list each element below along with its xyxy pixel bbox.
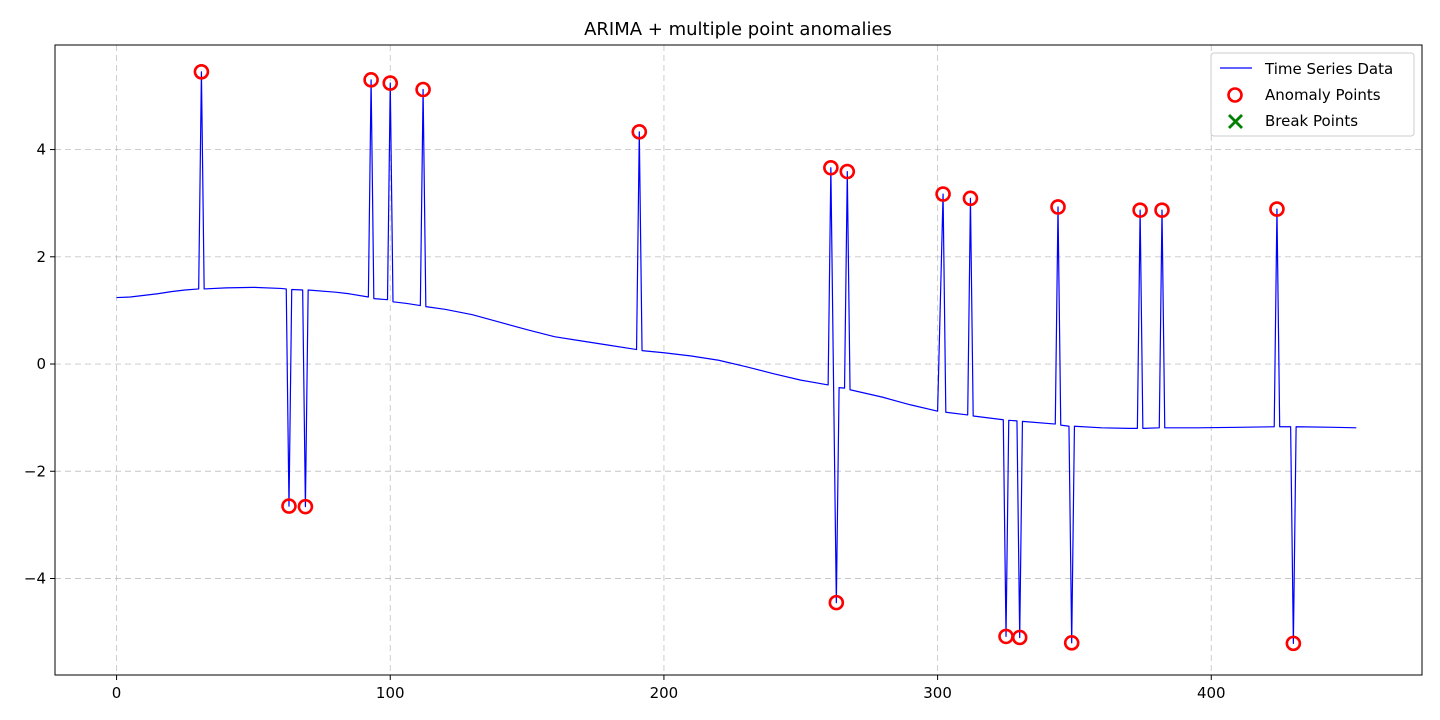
legend-box xyxy=(1210,52,1415,137)
anomaly-point xyxy=(1063,635,1080,651)
x-tick-label: 100 xyxy=(376,684,405,702)
legend-break-marker xyxy=(1228,114,1243,129)
y-tick-label: 2 xyxy=(36,248,46,266)
anomaly-point xyxy=(1050,199,1066,215)
x-tick-label: 200 xyxy=(650,684,679,702)
anomaly-point xyxy=(1011,629,1028,646)
anomaly-point xyxy=(415,81,431,98)
anomaly-point xyxy=(193,64,210,80)
anomaly-point xyxy=(935,186,951,202)
y-tick-label: −4 xyxy=(24,569,46,587)
anomaly-point xyxy=(363,72,379,88)
y-tick-label: 0 xyxy=(36,355,46,373)
grid-layer xyxy=(55,45,1422,675)
legend-label-anomaly: Anomaly Points xyxy=(1265,86,1381,104)
plot-frame xyxy=(54,44,1423,676)
y-tick-label: −2 xyxy=(24,462,46,480)
data-layer xyxy=(116,64,1357,652)
legend-anomaly-marker xyxy=(1227,87,1243,103)
tick-layer: 0 100 200 300 400 −4 −2 0 2 4 xyxy=(24,141,1226,702)
anomaly-point xyxy=(382,75,399,91)
x-tick-label: 400 xyxy=(1197,684,1226,702)
anomaly-point xyxy=(631,124,648,140)
chart-title: ARIMA + multiple point anomalies xyxy=(584,19,892,40)
anomaly-point xyxy=(1269,201,1285,217)
series-line xyxy=(116,71,1357,644)
anomaly-point xyxy=(297,498,314,515)
anomaly-point xyxy=(1132,202,1148,218)
anomaly-point xyxy=(839,163,856,180)
anomaly-point xyxy=(823,159,839,176)
x-tick-label: 0 xyxy=(112,684,122,702)
legend: Time Series Data Anomaly Points Break Po… xyxy=(1210,52,1415,137)
anomaly-point xyxy=(1154,202,1170,218)
anomaly-point xyxy=(962,190,979,207)
legend-label-series: Time Series Data xyxy=(1264,60,1393,78)
x-tick-label: 300 xyxy=(923,684,952,702)
anomaly-point xyxy=(281,498,297,514)
y-tick-label: 4 xyxy=(36,141,46,159)
anomaly-point xyxy=(828,594,845,611)
legend-label-break: Break Points xyxy=(1265,112,1358,130)
anomaly-point xyxy=(1285,635,1302,652)
